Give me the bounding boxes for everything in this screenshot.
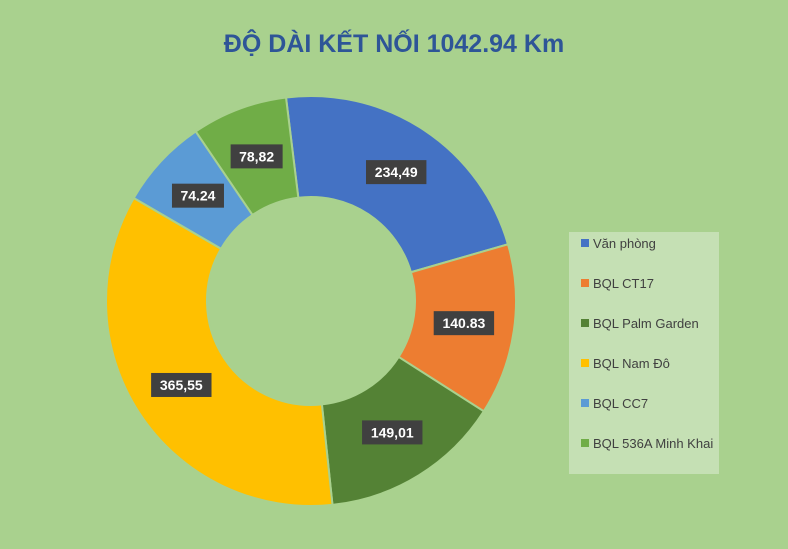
legend-swatch [581,319,589,327]
legend-label: BQL 536A Minh Khai [593,436,714,451]
data-label: 149,01 [371,424,414,440]
data-label-box [433,311,495,336]
data-label-box [366,160,427,185]
data-label: 140.83 [442,315,485,331]
data-label: 234,49 [375,164,418,180]
data-label: 365,55 [160,377,203,393]
legend-swatch [581,399,589,407]
legend: Văn phòng BQL CT17 BQL Palm Garden BQL Nam … [569,232,719,474]
donut-slice [105,196,334,507]
legend-item: BQL Palm Garden [581,314,716,333]
data-label-box [362,420,423,445]
legend-item: BQL 536A Minh Khai [581,434,716,453]
legend-item: BQL CT17 [581,274,716,293]
legend-item: BQL CC7 [581,394,716,413]
data-label-box [151,372,212,397]
data-label-box [171,183,224,208]
legend-label: BQL Nam Đô [593,356,670,371]
legend-label: BQL CC7 [593,396,649,411]
legend-item: Văn phòng [581,234,716,253]
legend-label: Văn phòng [593,236,656,251]
legend-swatch [581,359,589,367]
data-label: 74.24 [180,188,215,204]
legend-swatch [581,279,589,287]
legend-swatch [581,439,589,447]
legend-item: BQL Nam Đô [581,354,716,373]
data-label: 78,82 [239,148,274,164]
chart-title: ĐỘ DÀI KẾT NỐI 1042.94 Km [223,30,565,58]
legend-label: BQL Palm Garden [593,316,699,331]
legend-label: BQL CT17 [593,276,654,291]
legend-swatch [581,239,589,247]
data-label-box [230,144,283,169]
